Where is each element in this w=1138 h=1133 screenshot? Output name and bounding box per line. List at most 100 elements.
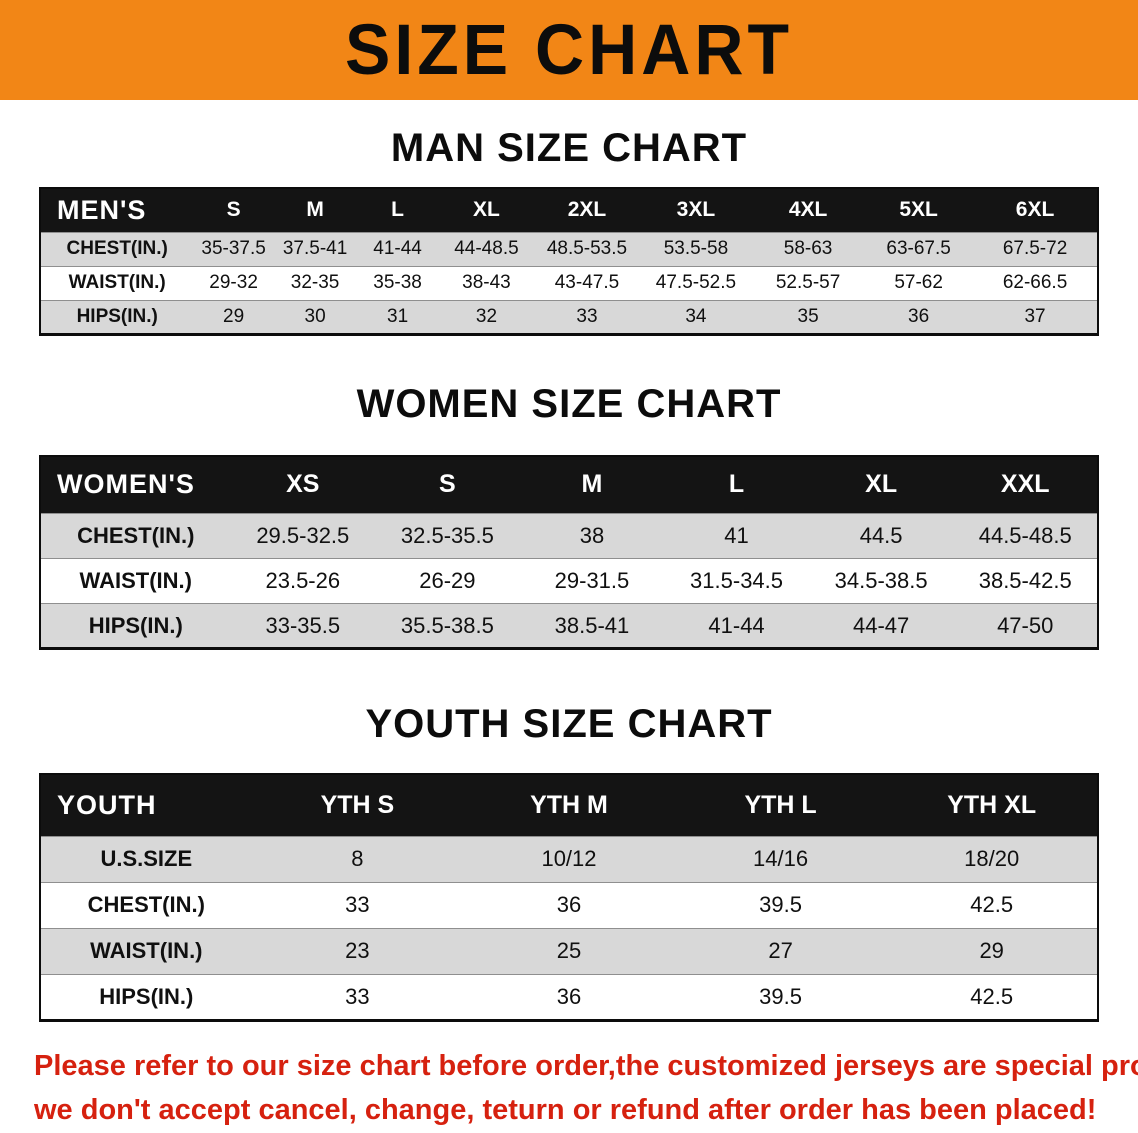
women-section-heading: WOMEN SIZE CHART [0, 382, 1138, 427]
row-label: HIPS(IN.) [40, 300, 193, 334]
size-value-cell: 29-31.5 [520, 559, 665, 604]
size-value-cell: 38-43 [439, 266, 534, 300]
size-value-cell: 8 [252, 836, 464, 882]
size-value-cell: 38.5-42.5 [953, 559, 1098, 604]
size-value-cell: 34 [640, 300, 752, 334]
size-value-cell: 57-62 [864, 266, 973, 300]
size-column-header: L [356, 188, 439, 232]
size-value-cell: 25 [463, 928, 675, 974]
size-column-header: YTH M [463, 774, 675, 836]
size-value-cell: 39.5 [675, 882, 887, 928]
row-label: HIPS(IN.) [40, 974, 252, 1020]
row-label: CHEST(IN.) [40, 232, 193, 266]
size-value-cell: 36 [463, 882, 675, 928]
row-label: HIPS(IN.) [40, 604, 231, 649]
size-value-cell: 43-47.5 [534, 266, 640, 300]
size-value-cell: 35.5-38.5 [375, 604, 520, 649]
size-value-cell: 33 [534, 300, 640, 334]
table-title-cell: MEN'S [40, 188, 193, 232]
size-value-cell: 33 [252, 974, 464, 1020]
size-value-cell: 63-67.5 [864, 232, 973, 266]
size-column-header: XL [439, 188, 534, 232]
size-value-cell: 14/16 [675, 836, 887, 882]
size-value-cell: 36 [463, 974, 675, 1020]
row-label: CHEST(IN.) [40, 882, 252, 928]
disclaimer-line-1: Please refer to our size chart before or… [34, 1044, 1104, 1089]
size-value-cell: 44-48.5 [439, 232, 534, 266]
size-value-cell: 36 [864, 300, 973, 334]
row-label: U.S.SIZE [40, 836, 252, 882]
row-label: WAIST(IN.) [40, 559, 231, 604]
banner: SIZE CHART [0, 0, 1138, 100]
size-column-header: XS [231, 456, 376, 514]
size-value-cell: 29.5-32.5 [231, 514, 376, 559]
size-column-header: 2XL [534, 188, 640, 232]
size-column-header: 6XL [973, 188, 1098, 232]
size-value-cell: 10/12 [463, 836, 675, 882]
men-section-heading: MAN SIZE CHART [0, 126, 1138, 171]
size-value-cell: 23 [252, 928, 464, 974]
size-column-header: YTH XL [886, 774, 1098, 836]
size-value-cell: 44-47 [809, 604, 954, 649]
size-value-cell: 35 [752, 300, 864, 334]
size-value-cell: 58-63 [752, 232, 864, 266]
size-value-cell: 41 [664, 514, 809, 559]
size-value-cell: 39.5 [675, 974, 887, 1020]
size-value-cell: 27 [675, 928, 887, 974]
size-value-cell: 42.5 [886, 882, 1098, 928]
size-value-cell: 31.5-34.5 [664, 559, 809, 604]
size-value-cell: 31 [356, 300, 439, 334]
size-value-cell: 47.5-52.5 [640, 266, 752, 300]
size-value-cell: 38 [520, 514, 665, 559]
row-label: WAIST(IN.) [40, 266, 193, 300]
size-value-cell: 35-38 [356, 266, 439, 300]
size-value-cell: 30 [274, 300, 357, 334]
size-column-header: 5XL [864, 188, 973, 232]
size-column-header: XL [809, 456, 954, 514]
size-value-cell: 42.5 [886, 974, 1098, 1020]
size-column-header: L [664, 456, 809, 514]
size-value-cell: 38.5-41 [520, 604, 665, 649]
size-value-cell: 37.5-41 [274, 232, 357, 266]
size-value-cell: 29 [193, 300, 273, 334]
size-value-cell: 32.5-35.5 [375, 514, 520, 559]
size-value-cell: 37 [973, 300, 1098, 334]
disclaimer: Please refer to our size chart before or… [0, 1044, 1138, 1133]
size-value-cell: 29 [886, 928, 1098, 974]
size-column-header: M [274, 188, 357, 232]
size-value-cell: 32 [439, 300, 534, 334]
size-column-header: S [375, 456, 520, 514]
youth-section-heading: YOUTH SIZE CHART [0, 702, 1138, 747]
size-column-header: YTH L [675, 774, 887, 836]
size-value-cell: 23.5-26 [231, 559, 376, 604]
banner-title: SIZE CHART [345, 14, 793, 85]
size-value-cell: 67.5-72 [973, 232, 1098, 266]
size-column-header: 3XL [640, 188, 752, 232]
size-value-cell: 48.5-53.5 [534, 232, 640, 266]
size-value-cell: 33 [252, 882, 464, 928]
row-label: WAIST(IN.) [40, 928, 252, 974]
size-value-cell: 44.5 [809, 514, 954, 559]
size-value-cell: 52.5-57 [752, 266, 864, 300]
size-column-header: S [193, 188, 273, 232]
size-value-cell: 33-35.5 [231, 604, 376, 649]
